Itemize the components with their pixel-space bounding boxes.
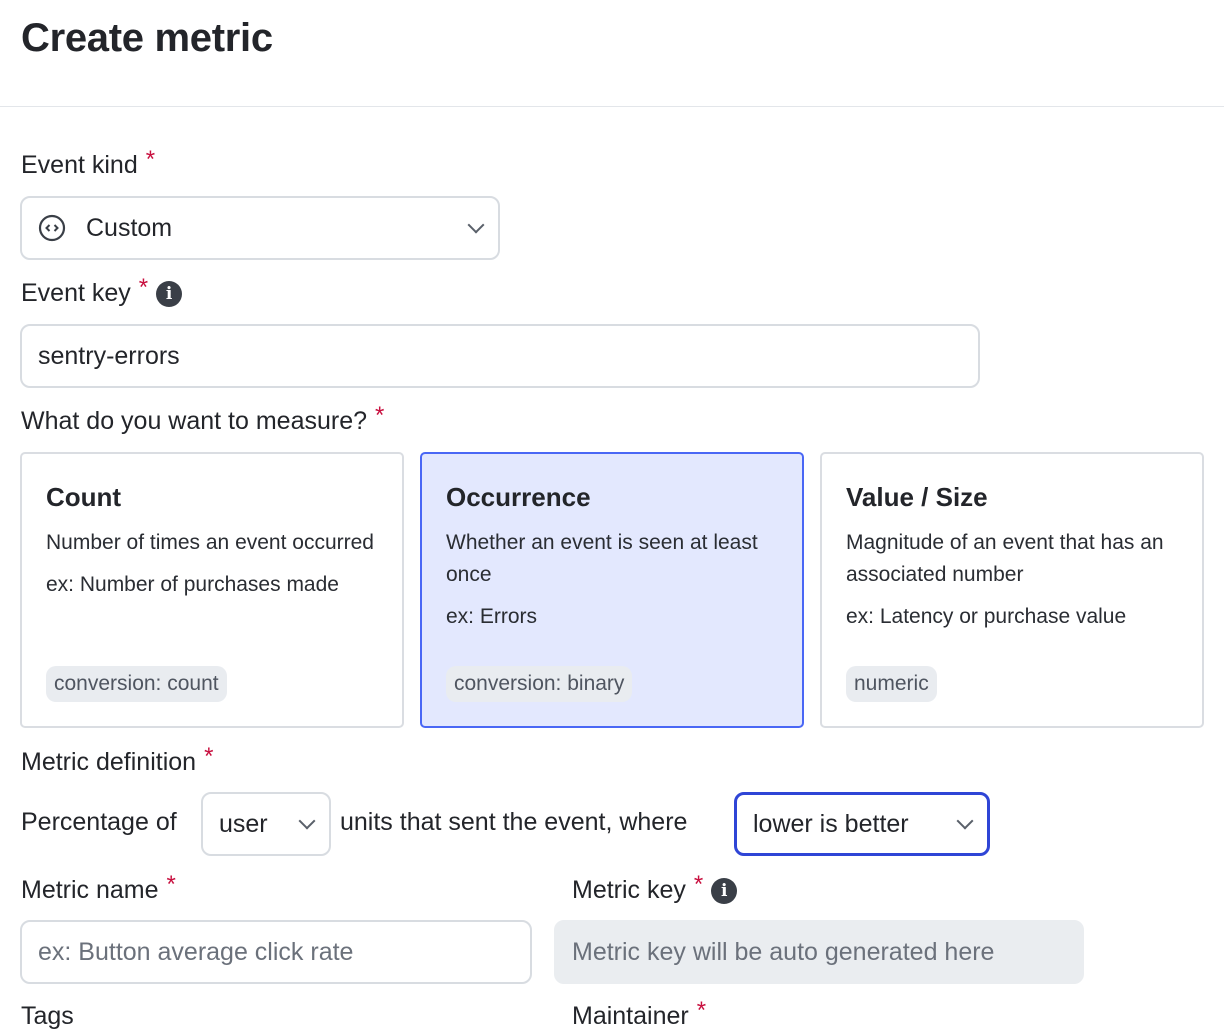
event-key-label: Event key * i bbox=[21, 274, 183, 308]
required-mark: * bbox=[166, 870, 176, 898]
info-icon[interactable]: i bbox=[156, 280, 183, 307]
required-mark: * bbox=[145, 145, 156, 173]
required-mark: * bbox=[204, 742, 214, 770]
code-circle-icon bbox=[38, 214, 66, 242]
tags-label: Tags bbox=[21, 1002, 74, 1031]
metric-key-placeholder: Metric key will be auto generated here bbox=[572, 937, 995, 966]
metric-name-placeholder: ex: Button average click rate bbox=[38, 937, 354, 966]
metric-key-label: Metric key * i bbox=[572, 871, 738, 905]
measure-option-occurrence[interactable]: Occurrence Whether an event is seen at l… bbox=[420, 452, 804, 728]
label-text: Metric key bbox=[572, 876, 686, 904]
required-mark: * bbox=[696, 996, 707, 1024]
event-kind-label: Event kind * bbox=[21, 146, 155, 180]
label-text: Metric name bbox=[21, 876, 159, 904]
metric-name-label: Metric name * bbox=[21, 871, 176, 905]
measure-option-value-size[interactable]: Value / Size Magnitude of an event that … bbox=[820, 452, 1204, 728]
label-text: What do you want to measure? bbox=[21, 407, 368, 435]
info-icon[interactable]: i bbox=[711, 877, 738, 904]
label-text: Event key bbox=[21, 279, 131, 307]
required-mark: * bbox=[375, 401, 385, 429]
unit-value: user bbox=[219, 809, 268, 838]
metric-name-input[interactable]: ex: Button average click rate bbox=[20, 920, 532, 984]
option-title: Count bbox=[46, 482, 122, 512]
metric-key-input: Metric key will be auto generated here bbox=[554, 920, 1084, 984]
direction-select[interactable]: lower is better bbox=[734, 792, 990, 856]
measure-option-count[interactable]: Count Number of times an event occurred … bbox=[20, 452, 404, 728]
option-example: ex: Errors bbox=[446, 605, 538, 628]
option-description: Whether an event is seen at least once bbox=[446, 531, 758, 586]
option-tag: numeric bbox=[846, 666, 937, 702]
maintainer-label: Maintainer * bbox=[572, 997, 706, 1031]
label-text: Maintainer bbox=[572, 1002, 689, 1030]
definition-prefix: Percentage of bbox=[21, 808, 177, 836]
event-key-input[interactable]: sentry-errors bbox=[20, 324, 980, 388]
event-kind-value: Custom bbox=[86, 213, 173, 242]
label-text: Event kind bbox=[21, 151, 138, 179]
chevron-down-icon bbox=[298, 812, 316, 830]
option-title: Value / Size bbox=[846, 482, 988, 512]
page-title: Create metric bbox=[21, 16, 273, 60]
option-title: Occurrence bbox=[446, 482, 591, 512]
unit-select[interactable]: user bbox=[201, 792, 331, 856]
definition-middle: units that sent the event, where bbox=[340, 808, 688, 836]
option-tag: conversion: binary bbox=[446, 666, 633, 702]
event-kind-select[interactable]: Custom bbox=[20, 196, 500, 260]
label-text: Metric definition bbox=[21, 748, 197, 776]
option-description: Magnitude of an event that has an associ… bbox=[846, 531, 1164, 586]
option-description: Number of times an event occurred bbox=[46, 531, 374, 554]
required-mark: * bbox=[693, 870, 704, 898]
measure-label: What do you want to measure? * bbox=[21, 402, 384, 436]
label-text: Tags bbox=[21, 1002, 74, 1030]
option-tag: conversion: count bbox=[46, 666, 227, 702]
chevron-down-icon bbox=[467, 216, 485, 234]
required-mark: * bbox=[138, 273, 149, 301]
event-key-value: sentry-errors bbox=[38, 341, 180, 370]
chevron-down-icon bbox=[956, 812, 974, 830]
direction-value: lower is better bbox=[753, 809, 909, 838]
page-header: Create metric bbox=[0, 0, 1224, 107]
option-example: ex: Number of purchases made bbox=[46, 573, 339, 596]
option-example: ex: Latency or purchase value bbox=[846, 605, 1127, 628]
metric-definition-label: Metric definition * bbox=[21, 743, 213, 777]
